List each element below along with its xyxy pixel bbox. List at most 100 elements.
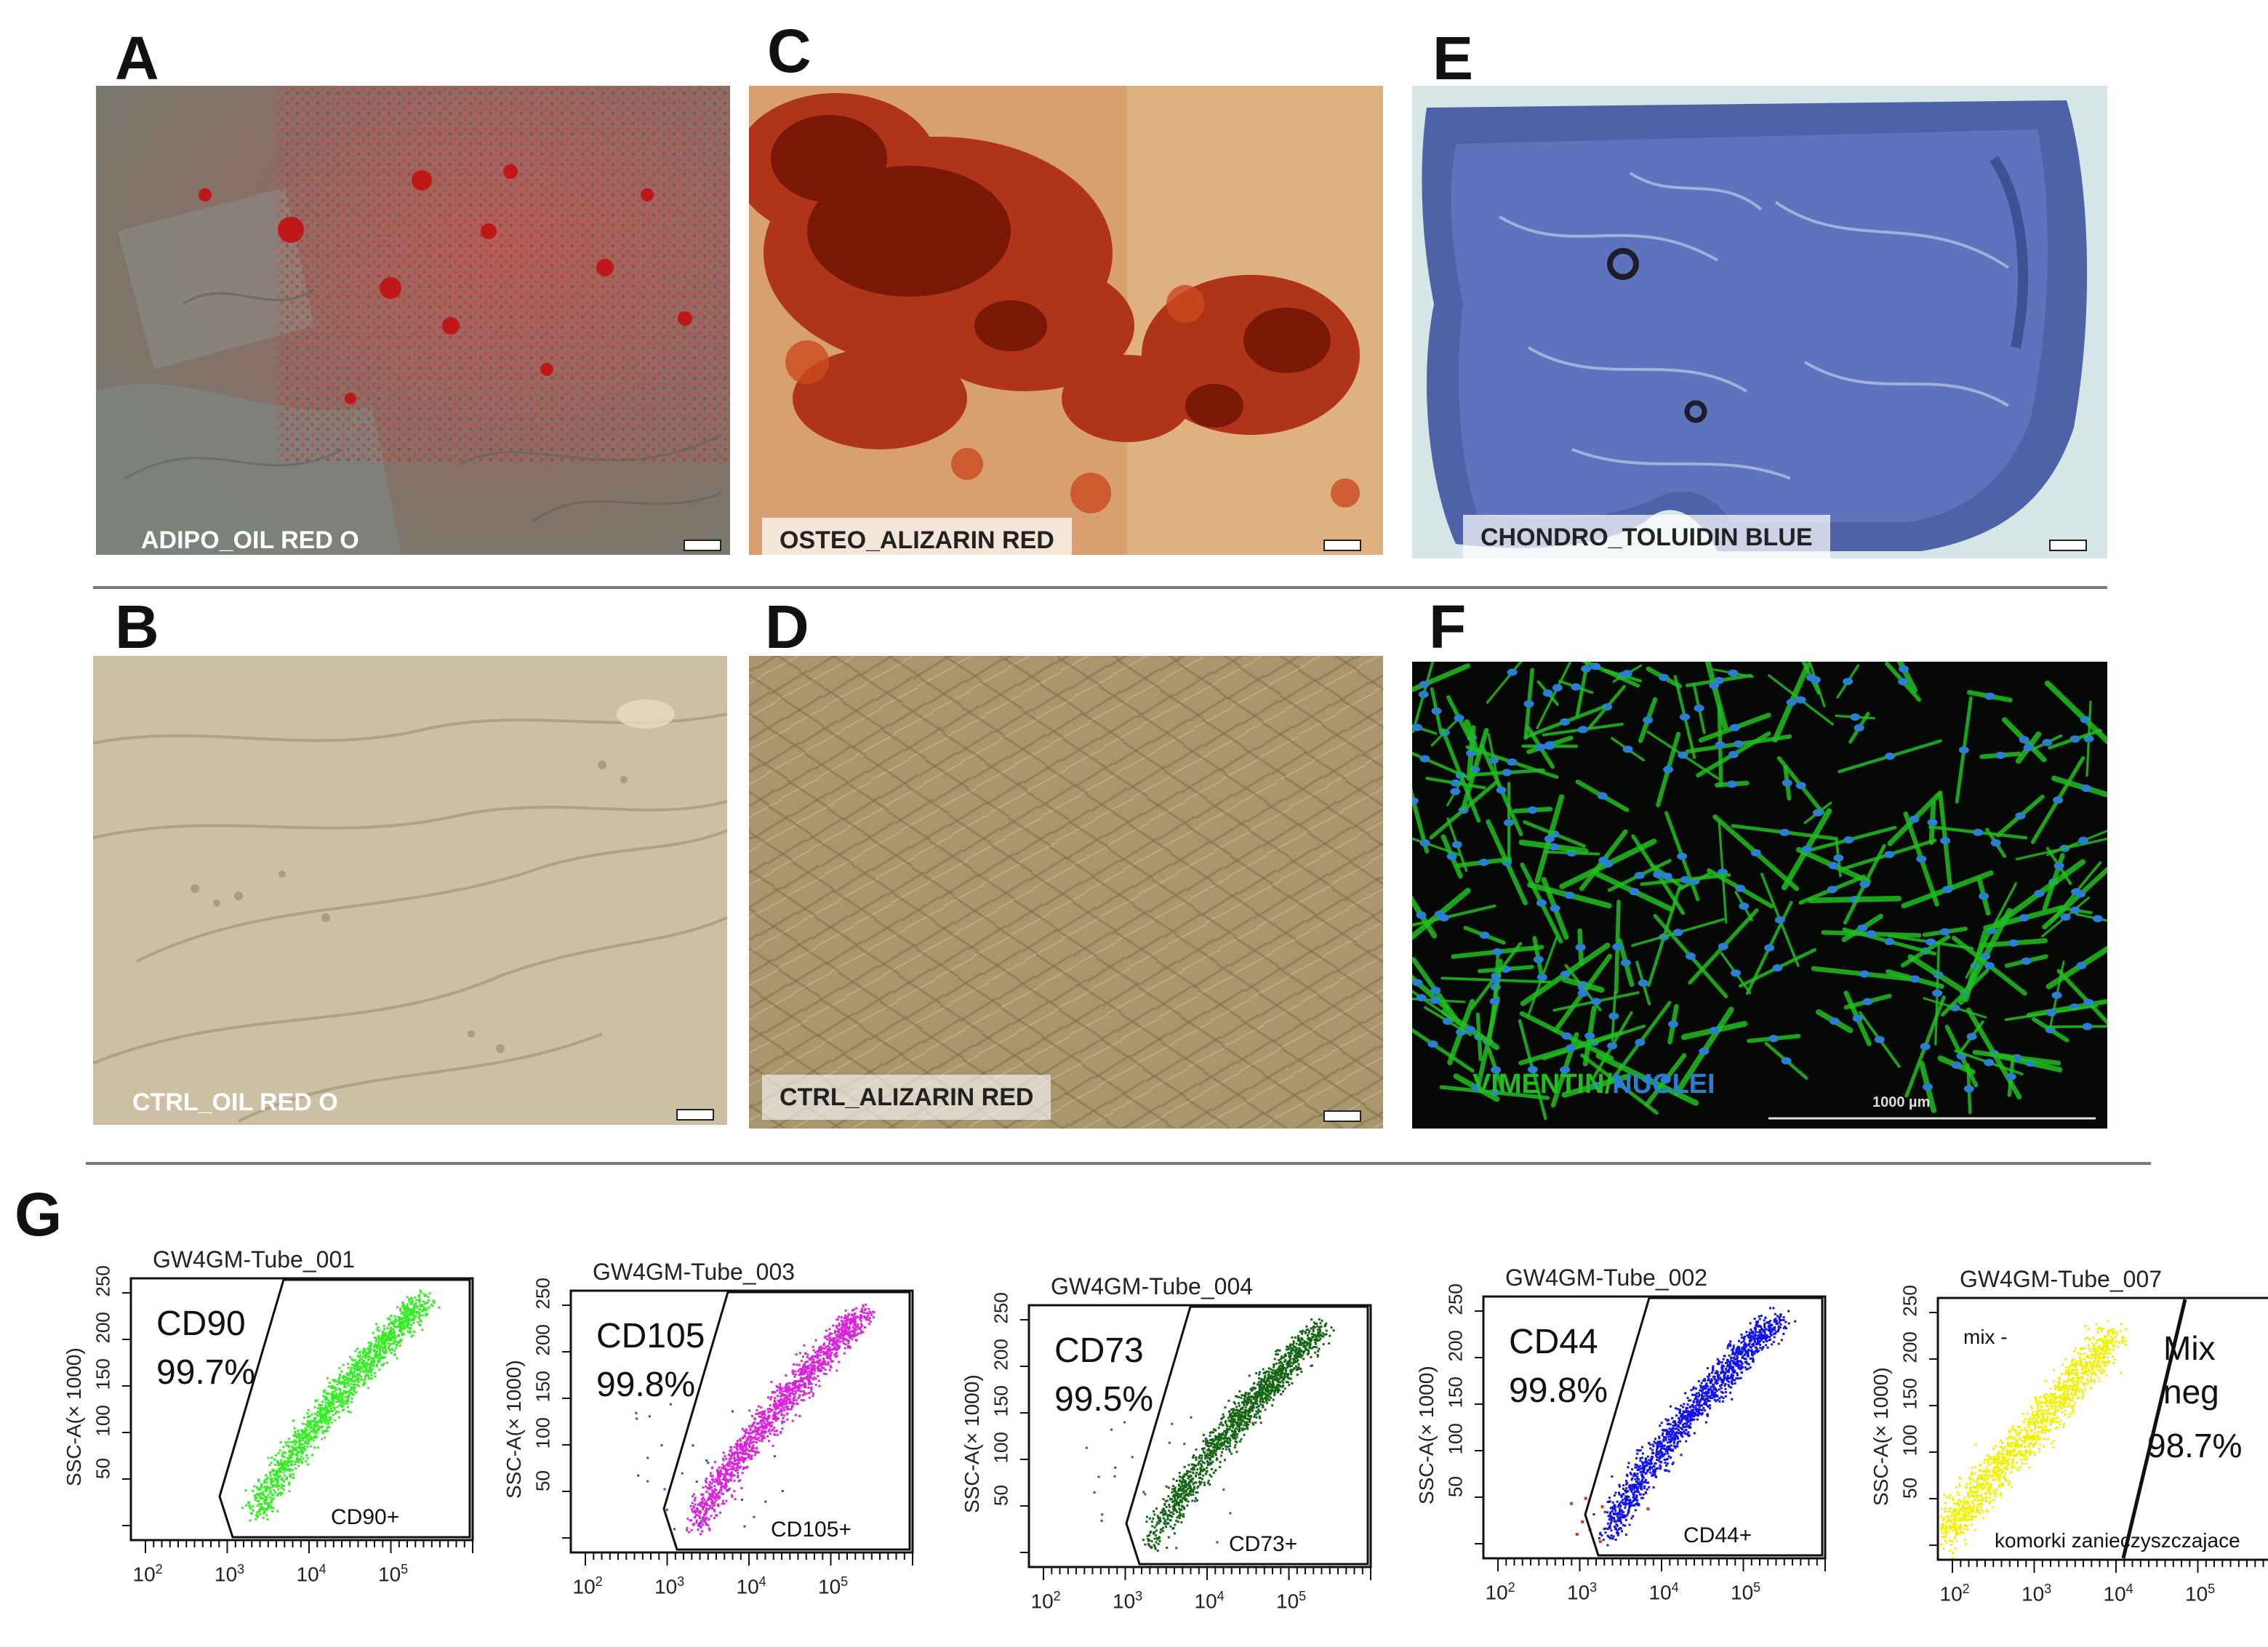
x-tick-exponent: 4 [319,1562,326,1576]
y-tick-label: 250 [990,1295,1013,1324]
y-axis-label: SSC-A(× 1000) [1870,1361,1893,1506]
gate-label: komorki zanieczyszczajace [1995,1529,2240,1552]
x-tick-label: 104 [297,1562,326,1586]
x-tick-label: 105 [818,1574,848,1598]
x-tick-base: 10 [378,1563,401,1585]
gate-label: CD90+ [331,1505,399,1530]
panel-letter-c: C [767,20,812,81]
tube-name: GW4GM-Tube_002 [1505,1265,1707,1291]
x-tick-base: 10 [1567,1581,1590,1603]
x-tick-label: 103 [2021,1582,2051,1606]
x-tick-base: 10 [2104,1582,2126,1605]
y-tick-label: 50 [532,1467,555,1496]
micrograph-osteo-alizarin-red [749,86,1383,555]
gate-label: CD73+ [1229,1532,1297,1557]
x-tick-label: 102 [1486,1580,1515,1604]
x-tick-label: 103 [1113,1589,1142,1613]
label-vimentin-nuclei: VIMENTIN/NUCLEI [1472,1069,1715,1100]
tube-name: GW4GM-Tube_003 [593,1259,795,1286]
flow-plot-mix: GW4GM-Tube_007 Mix neg 98.7% mix - komorki za… [1894,1254,2268,1640]
scale-bar-c [1323,540,1361,551]
marker-label: CD105 [596,1316,705,1356]
x-tick-base: 10 [654,1575,677,1598]
scale-bar-b [676,1109,714,1121]
scale-bar-d [1323,1110,1361,1122]
micrograph-ctrl-alizarin-red [749,656,1383,1129]
y-tick-label: 200 [1899,1334,1922,1363]
x-tick-label: 104 [1195,1589,1225,1613]
x-tick-exponent: 3 [1590,1580,1597,1595]
x-tick-base: 10 [818,1575,841,1598]
divider-row1 [93,586,2107,589]
x-tick-exponent: 3 [677,1574,684,1589]
x-tick-exponent: 2 [1963,1582,1970,1596]
x-tick-exponent: 3 [237,1562,244,1576]
label-ctrl-alizarin-red: CTRL_ALIZARIN RED [762,1075,1051,1120]
y-tick-label: 200 [990,1342,1013,1371]
x-tick-base: 10 [1195,1590,1217,1612]
minus-gate-label: mix - [1963,1326,2008,1349]
x-tick-base: 10 [215,1563,237,1585]
x-tick-base: 10 [1486,1581,1508,1603]
y-axis-label: SSC-A(× 1000) [1415,1359,1438,1504]
scale-bar-a [684,540,721,551]
percent-label: 98.7% [2147,1426,2242,1465]
micrograph-vimentin-nuclei [1412,662,2107,1129]
y-tick-label: 250 [532,1281,555,1310]
label-sep: / [1605,1069,1613,1099]
tube-name: GW4GM-Tube_007 [1960,1266,2162,1293]
x-tick-label: 102 [133,1562,163,1586]
micrograph-chondro-toluidin-blue [1412,86,2107,558]
micrograph-adipo-oil-red [96,86,730,555]
marker-label-2: neg [2163,1372,2219,1411]
y-tick-label: 100 [1445,1426,1467,1455]
tube-name: GW4GM-Tube_001 [153,1246,355,1273]
marker-label: CD90 [156,1304,246,1344]
percent-label: 99.5% [1054,1379,1153,1419]
x-tick-label: 103 [1567,1580,1597,1604]
gate-label: CD44+ [1683,1523,1752,1548]
panel-letter-d: D [765,596,809,657]
x-tick-exponent: 3 [2044,1582,2051,1596]
x-tick-base: 10 [1031,1590,1054,1612]
percent-label: 99.7% [156,1353,255,1392]
x-tick-base: 10 [2185,1582,2208,1605]
x-tick-exponent: 4 [759,1574,766,1589]
scale-label-f: 1000 µm [1872,1094,1930,1111]
x-tick-exponent: 5 [1299,1589,1306,1603]
panel-letter-f: F [1429,596,1466,657]
label-osteo-alizarin-red: OSTEO_ALIZARIN RED [762,518,1072,563]
y-tick-label: 50 [1445,1472,1467,1502]
panel-letter-b: B [115,596,159,657]
x-tick-exponent: 2 [596,1574,603,1589]
x-tick-exponent: 5 [401,1562,408,1576]
panel-letter-a: A [115,28,159,89]
marker-label: Mix [2163,1329,2216,1368]
x-tick-base: 10 [1276,1590,1299,1612]
marker-label: CD44 [1509,1322,1598,1362]
panel-letter-e: E [1432,28,1473,89]
y-tick-label: 50 [92,1454,115,1483]
x-tick-label: 104 [1649,1580,1679,1604]
y-tick-label: 200 [92,1315,115,1344]
y-tick-label: 50 [1899,1474,1922,1503]
y-axis-label: SSC-A(× 1000) [63,1341,86,1486]
x-tick-label: 104 [2104,1582,2133,1606]
x-tick-base: 10 [133,1563,156,1585]
x-tick-label: 105 [1276,1589,1306,1613]
x-tick-base: 10 [1731,1581,1753,1603]
x-tick-exponent: 5 [841,1574,848,1589]
gate-label: CD105+ [771,1518,851,1542]
micrograph-ctrl-oil-red [93,656,727,1125]
x-tick-base: 10 [1940,1582,1963,1605]
y-tick-label: 250 [1899,1288,1922,1317]
y-tick-label: 200 [532,1327,555,1356]
x-tick-exponent: 4 [1672,1580,1679,1595]
x-tick-exponent: 4 [2126,1582,2133,1596]
x-tick-label: 105 [378,1562,408,1586]
x-tick-label: 102 [1940,1582,1970,1606]
panel-letter-g: G [15,1184,62,1245]
